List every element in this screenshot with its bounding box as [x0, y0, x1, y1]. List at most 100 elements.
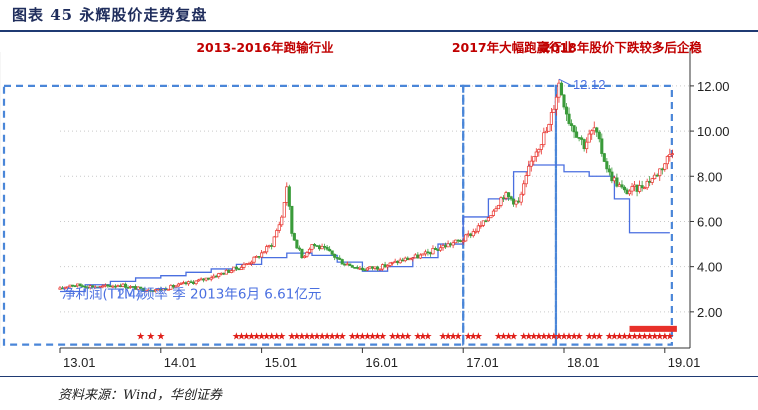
candle-body — [360, 267, 364, 271]
candle-body — [343, 263, 347, 266]
candle-body — [413, 254, 417, 259]
candle-body — [542, 132, 546, 145]
candle-body — [312, 244, 317, 246]
event-star: ★ — [146, 332, 155, 343]
event-star: ★ — [539, 332, 548, 343]
candle-body — [199, 278, 203, 281]
candle-body — [537, 149, 541, 153]
x-tick-label: 17.01 — [466, 355, 499, 370]
candle-body — [438, 247, 443, 251]
y-tick-label: 6.00 — [697, 214, 722, 229]
candle-body — [363, 269, 367, 272]
candles-layer — [58, 79, 674, 293]
event-star: ★ — [549, 332, 558, 343]
event-star: ★ — [439, 332, 448, 343]
candle-body — [358, 267, 362, 270]
event-star: ★ — [348, 332, 357, 343]
event-star: ★ — [338, 332, 347, 343]
candle-body — [83, 285, 87, 288]
event-star: ★ — [313, 332, 322, 343]
candle-body — [166, 288, 170, 291]
candle-body — [214, 275, 218, 278]
candle-body — [484, 220, 488, 223]
candle-body — [323, 246, 327, 248]
candle-body — [174, 285, 178, 288]
candle-body — [338, 257, 342, 260]
event-star: ★ — [308, 332, 317, 343]
x-tick-label: 18.01 — [567, 355, 600, 370]
candle-body — [335, 257, 339, 259]
event-marker-strip — [629, 325, 677, 332]
candle-body — [275, 230, 279, 238]
candle-body — [365, 267, 369, 271]
candle-body — [670, 153, 674, 156]
event-star: ★ — [136, 332, 145, 343]
candle-body — [305, 252, 309, 257]
candle-body — [544, 130, 548, 134]
candle-body — [567, 113, 571, 124]
annotation-layer: 2013-2016年跑输行业 2017年大幅跑赢行业2018年股价下跌较多后企稳净… — [62, 40, 702, 302]
event-star: ★ — [635, 332, 644, 343]
candle-body — [290, 205, 294, 234]
peak-leader — [558, 78, 572, 86]
candle-body — [496, 205, 501, 210]
event-star: ★ — [232, 332, 241, 343]
candle-body — [595, 127, 599, 133]
candle-body — [204, 277, 208, 281]
candle-body — [494, 208, 498, 212]
event-star: ★ — [499, 332, 508, 343]
event-star: ★ — [287, 332, 296, 343]
candle-body — [396, 260, 400, 264]
event-star: ★ — [418, 332, 427, 343]
candle-body — [471, 231, 475, 237]
candle-body — [307, 248, 312, 253]
candle-body — [570, 123, 574, 126]
candle-body — [650, 178, 654, 183]
event-star: ★ — [378, 332, 387, 343]
candle-body — [587, 133, 591, 143]
event-star: ★ — [242, 332, 251, 343]
candle-body — [509, 196, 513, 200]
candle-body — [247, 263, 251, 265]
candle-body — [189, 281, 193, 284]
candle-body — [91, 285, 95, 288]
candle-body — [202, 278, 206, 281]
candle-body — [141, 287, 145, 292]
candle-body — [519, 193, 523, 203]
event-star: ★ — [610, 332, 619, 343]
candle-body — [101, 285, 105, 288]
candle-body — [406, 257, 410, 261]
candle-body — [524, 175, 528, 185]
event-star: ★ — [640, 332, 649, 343]
candle-body — [627, 190, 632, 195]
net-profit-step-layer — [60, 164, 670, 293]
y-tick-label: 8.00 — [697, 169, 722, 184]
candle-body — [436, 249, 440, 251]
event-star: ★ — [625, 332, 634, 343]
candle-body — [212, 275, 216, 279]
candle-body — [507, 192, 511, 198]
candle-body — [355, 267, 359, 269]
candle-body — [504, 192, 508, 199]
candle-body — [345, 263, 349, 266]
candle-body — [539, 144, 543, 150]
candle-body — [222, 272, 226, 275]
candle-body — [428, 252, 432, 255]
candle-body — [564, 106, 569, 115]
candle-body — [444, 245, 448, 248]
candle-body — [277, 224, 281, 231]
candle-body — [416, 254, 420, 259]
candle-body — [58, 287, 62, 290]
event-star: ★ — [272, 332, 281, 343]
candle-body — [580, 137, 584, 140]
candle-body — [421, 253, 425, 256]
event-star: ★ — [590, 332, 599, 343]
candle-body — [260, 252, 264, 258]
candle-body — [300, 248, 304, 259]
event-star: ★ — [292, 332, 301, 343]
candle-body — [592, 127, 596, 132]
candle-body — [461, 240, 465, 243]
candle-body — [386, 265, 390, 268]
candle-body — [532, 156, 536, 162]
event-stars-layer: ★ ★ ★ ★★★★★★★★★★ ★★★★★★★★★★★ ★★★★★★★ ★★★★ ★★★ ★★… — [136, 325, 677, 343]
